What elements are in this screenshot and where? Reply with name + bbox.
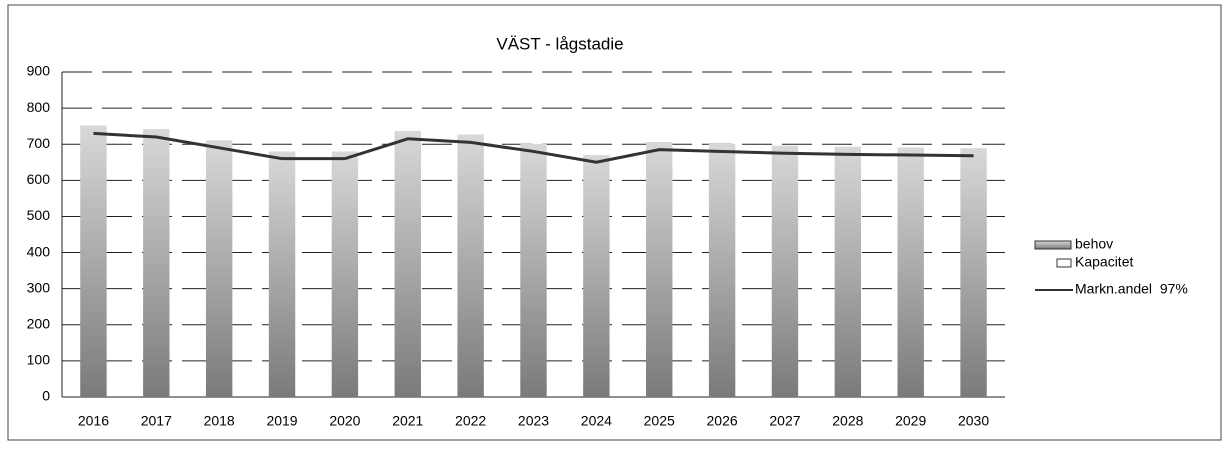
y-tick-label: 500 — [27, 207, 51, 223]
x-tick-label: 2027 — [769, 413, 800, 429]
chart-border — [7, 4, 1222, 441]
line — [93, 131, 974, 164]
legend-swatch — [1056, 258, 1072, 268]
legend-label: Markn.andel 97% — [1075, 281, 1188, 297]
legend-label: behov — [1075, 236, 1113, 252]
bar — [583, 155, 610, 397]
legend-swatch — [1034, 240, 1072, 250]
bar — [520, 143, 547, 397]
x-tick-label: 2028 — [832, 413, 863, 429]
bar — [394, 130, 421, 397]
bar — [457, 134, 484, 397]
x-tick-label: 2026 — [707, 413, 738, 429]
y-tick-label: 700 — [27, 135, 51, 151]
bar — [771, 145, 799, 397]
x-tick-label: 2020 — [329, 413, 360, 429]
bar — [268, 151, 296, 397]
x-tick-label: 2016 — [78, 413, 109, 429]
y-tick-label: 200 — [27, 315, 51, 331]
y-tick-label: 100 — [27, 352, 51, 368]
x-tick-label: 2017 — [141, 413, 172, 429]
bar — [646, 142, 673, 397]
bar — [205, 140, 233, 397]
x-tick-label: 2029 — [895, 413, 926, 429]
y-tick-label: 900 — [27, 63, 51, 79]
x-tick-label: 2018 — [204, 413, 235, 429]
bar — [143, 129, 170, 398]
x-tick-label: 2024 — [581, 413, 612, 429]
bar — [897, 147, 924, 397]
bar — [960, 148, 987, 397]
y-tick-label: 400 — [27, 243, 51, 259]
bar — [331, 151, 359, 397]
bar — [708, 143, 736, 397]
chart-title: VÄST - lågstadie — [496, 34, 623, 53]
y-tick-label: 800 — [27, 99, 51, 115]
x-tick-label: 2022 — [455, 413, 486, 429]
x-tick-label: 2019 — [266, 413, 297, 429]
x-tick-label: 2023 — [518, 413, 549, 429]
x-tick-label: 2021 — [392, 413, 423, 429]
y-tick-label: 0 — [42, 388, 50, 404]
legend-label: Kapacitet — [1075, 254, 1133, 270]
y-tick-label: 300 — [27, 279, 51, 295]
x-tick-label: 2025 — [644, 413, 675, 429]
bar — [834, 146, 862, 397]
bar — [80, 125, 107, 397]
x-tick-label: 2030 — [958, 413, 989, 429]
y-tick-label: 600 — [27, 171, 51, 187]
